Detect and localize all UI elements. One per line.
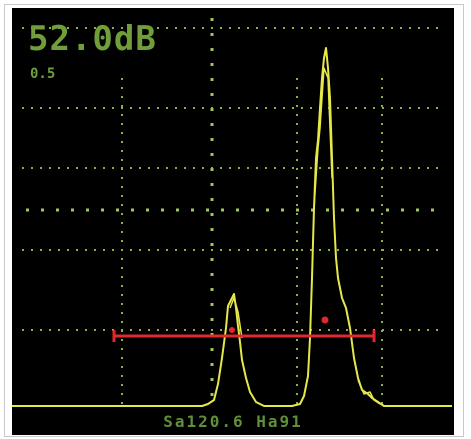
grid-center-cross: [26, 18, 442, 408]
a-scan-display: 52.0dB 0.5: [12, 8, 454, 410]
status-bar: Sa120.6 Ha91: [12, 410, 454, 435]
gate-line: [112, 330, 376, 342]
range-readout: 0.5: [30, 66, 56, 82]
a-scan-graph: [12, 18, 452, 408]
measurement-readout: Sa120.6 Ha91: [163, 412, 303, 431]
echo-waveform: [12, 47, 452, 407]
screen-frame: [4, 4, 464, 437]
grid-horizontal: [22, 27, 442, 331]
gain-readout: 52.0dB: [28, 19, 157, 59]
grid-vertical: [121, 78, 383, 408]
red-dot-marker-icon: [321, 316, 329, 324]
red-dot-marker-icon: [229, 327, 235, 333]
